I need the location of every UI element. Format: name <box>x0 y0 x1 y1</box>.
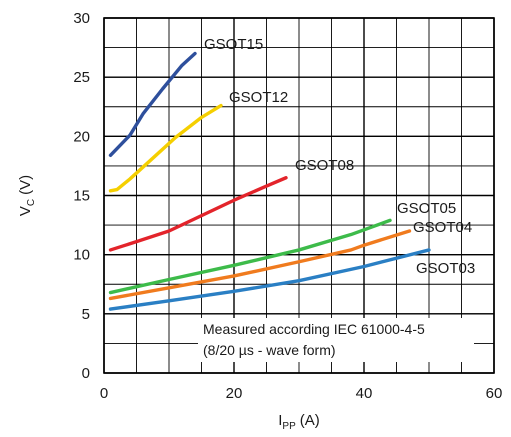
y-tick-label: 10 <box>73 247 90 264</box>
x-tick-label: 60 <box>486 385 503 402</box>
series-line-gsot04 <box>108 229 412 301</box>
series-line-gsot03 <box>108 248 431 311</box>
series-label-gsot12: GSOT12 <box>229 89 288 106</box>
annotation-line-1: Measured according IEC 61000-4-5 <box>203 321 425 337</box>
y-tick-label: 20 <box>73 128 90 145</box>
series-labels: GSOT15 GSOT12 GSOT08 GSOT05 GSOT04 GSOT03 <box>204 36 475 277</box>
x-tick-labels: 0 20 40 60 <box>100 385 503 402</box>
x-tick-label: 20 <box>226 385 243 402</box>
series-line-gsot12 <box>108 103 223 193</box>
plot-frame <box>103 17 495 374</box>
series-label-gsot03: GSOT03 <box>416 260 475 277</box>
y-axis-title: VC (V) <box>17 175 37 216</box>
x-axis-title: IPP (A) <box>278 412 320 432</box>
series-label-gsot05: GSOT05 <box>397 200 456 217</box>
series-label-gsot04: GSOT04 <box>413 219 472 236</box>
series-lines <box>108 51 431 311</box>
series-label-gsot08: GSOT08 <box>295 157 354 174</box>
series-label-gsot15: GSOT15 <box>204 36 263 53</box>
series-line-gsot15 <box>108 51 197 157</box>
y-tick-label: 15 <box>73 188 90 205</box>
y-tick-label: 5 <box>82 306 90 323</box>
y-tick-label: 25 <box>73 69 90 86</box>
y-tick-label: 30 <box>73 10 90 27</box>
x-axis-title-main: I <box>278 412 282 429</box>
y-axis-title-subscript: C <box>26 199 37 206</box>
x-tick-label: 40 <box>356 385 373 402</box>
y-tick-label: 0 <box>82 365 90 382</box>
y-axis-title-main: V <box>17 206 34 216</box>
series-line-gsot08 <box>108 176 288 252</box>
annotation-background <box>198 318 474 362</box>
y-tick-labels: 0 5 10 15 20 25 30 <box>73 10 90 382</box>
x-axis-title-unit: (A) <box>300 412 320 429</box>
y-axis-title-unit: (V) <box>17 175 34 195</box>
annotation-line-2: (8/20 µs - wave form) <box>203 342 336 358</box>
series-line-gsot05 <box>108 218 392 295</box>
x-axis-title-subscript: PP <box>282 421 296 432</box>
x-tick-label: 0 <box>100 385 108 402</box>
